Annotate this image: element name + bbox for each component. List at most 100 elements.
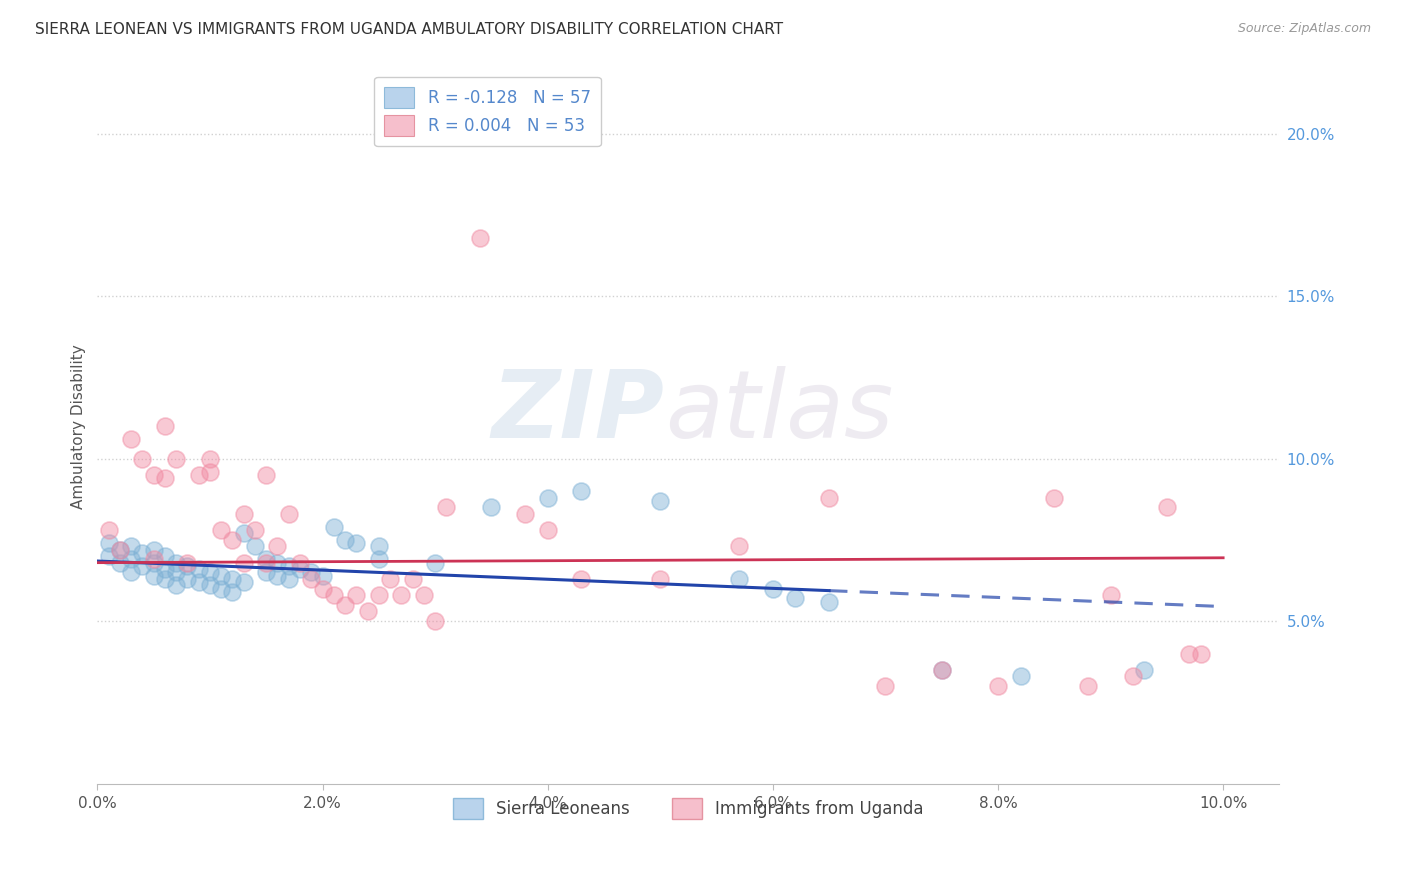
Text: Source: ZipAtlas.com: Source: ZipAtlas.com [1237,22,1371,36]
Point [221,585,243,599]
Point [165,566,187,580]
Point [153,562,176,576]
Point [650,494,672,508]
Point [277,507,299,521]
Point [131,451,153,466]
Point [818,491,841,505]
Point [344,536,367,550]
Point [515,507,537,521]
Point [931,663,953,677]
Point [176,556,198,570]
Point [142,467,165,482]
Point [209,582,232,596]
Point [875,679,897,693]
Point [537,491,560,505]
Point [198,465,221,479]
Point [221,572,243,586]
Point [131,558,153,573]
Point [322,520,344,534]
Point [1043,491,1066,505]
Point [311,568,333,582]
Point [434,500,457,515]
Point [187,575,209,590]
Point [311,582,333,596]
Point [97,523,120,537]
Point [120,432,142,446]
Point [243,540,266,554]
Point [266,556,288,570]
Point [367,588,389,602]
Point [254,467,277,482]
Point [412,588,434,602]
Point [165,451,187,466]
Point [344,588,367,602]
Point [120,540,142,554]
Point [221,533,243,547]
Point [176,558,198,573]
Point [1010,669,1032,683]
Point [142,556,165,570]
Point [1178,647,1201,661]
Point [142,568,165,582]
Point [142,552,165,566]
Point [165,578,187,592]
Text: ZIP: ZIP [492,366,665,458]
Point [266,568,288,582]
Point [322,588,344,602]
Point [931,663,953,677]
Point [176,572,198,586]
Point [97,536,120,550]
Point [232,575,254,590]
Legend: Sierra Leoneans, Immigrants from Uganda: Sierra Leoneans, Immigrants from Uganda [447,792,931,825]
Point [571,572,593,586]
Point [987,679,1010,693]
Point [728,540,751,554]
Point [728,572,751,586]
Text: SIERRA LEONEAN VS IMMIGRANTS FROM UGANDA AMBULATORY DISABILITY CORRELATION CHART: SIERRA LEONEAN VS IMMIGRANTS FROM UGANDA… [35,22,783,37]
Point [108,542,131,557]
Y-axis label: Ambulatory Disability: Ambulatory Disability [72,343,86,508]
Point [108,542,131,557]
Point [299,566,322,580]
Point [762,582,785,596]
Point [1156,500,1178,515]
Point [333,598,356,612]
Point [378,572,401,586]
Point [1122,669,1144,683]
Point [401,572,423,586]
Point [209,568,232,582]
Point [187,562,209,576]
Point [209,523,232,537]
Point [356,604,378,618]
Point [198,451,221,466]
Point [120,552,142,566]
Point [142,542,165,557]
Point [131,546,153,560]
Point [108,556,131,570]
Point [153,549,176,564]
Point [165,556,187,570]
Point [333,533,356,547]
Point [288,556,311,570]
Point [367,540,389,554]
Point [1133,663,1156,677]
Point [153,419,176,434]
Point [537,523,560,537]
Point [243,523,266,537]
Point [198,578,221,592]
Point [650,572,672,586]
Point [479,500,502,515]
Point [288,562,311,576]
Point [299,572,322,586]
Point [389,588,412,602]
Point [187,467,209,482]
Point [153,572,176,586]
Point [1077,679,1099,693]
Point [153,471,176,485]
Point [277,558,299,573]
Point [571,484,593,499]
Point [198,566,221,580]
Point [423,556,446,570]
Text: atlas: atlas [665,367,893,458]
Point [254,566,277,580]
